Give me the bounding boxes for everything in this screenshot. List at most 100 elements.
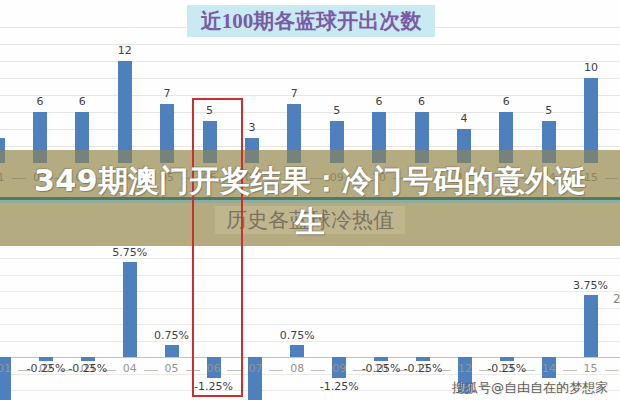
axis-label: 04	[110, 171, 140, 185]
bar-stub	[118, 150, 132, 163]
gridline	[0, 291, 620, 292]
axis-tick-dash	[12, 178, 26, 179]
value-label: 6	[359, 95, 399, 109]
axis-tick-dash	[605, 370, 619, 371]
bar	[584, 78, 598, 150]
gridline	[0, 275, 620, 276]
watermark-sohu: 搜狐号@自由自在的梦想家	[452, 381, 608, 395]
bar	[330, 121, 344, 151]
bar	[160, 104, 174, 151]
value-label: 5	[317, 104, 357, 118]
gridline	[0, 44, 620, 45]
value-label: 12	[105, 44, 145, 58]
bar-stub	[542, 150, 556, 163]
bar-stub	[499, 150, 513, 163]
value-label: -0.25%	[58, 362, 118, 376]
axis-tick-dash	[309, 178, 323, 179]
axis-tick-dash	[478, 178, 492, 179]
axis-tick-dash	[563, 178, 577, 179]
bar	[165, 345, 179, 357]
axis-label: 05	[152, 171, 182, 185]
value-label: 5.75%	[100, 246, 160, 260]
bar	[75, 112, 89, 150]
bar-stub	[330, 150, 344, 163]
value-label: 6	[62, 95, 102, 109]
bar	[457, 129, 471, 150]
bar-stub	[160, 150, 174, 163]
bar-stub	[287, 150, 301, 163]
axis-label: 11	[407, 171, 437, 185]
axis-label: 07	[240, 362, 270, 376]
axis-label: 04	[115, 362, 145, 376]
chart2-title-box: 历史各蓝球冷热值	[215, 206, 405, 234]
axis-label: 13	[491, 171, 521, 185]
value-label: 6	[402, 95, 442, 109]
gridline	[0, 129, 620, 130]
gridline	[0, 146, 620, 147]
bar	[542, 121, 556, 151]
value-label: 7	[274, 87, 314, 101]
axis-label: 15	[576, 171, 606, 185]
axis-label: 08	[282, 362, 312, 376]
value-label: 4	[444, 112, 484, 126]
chart1-title-banner: 近100期各蓝球开出次数	[187, 5, 435, 37]
bar-stub	[584, 150, 598, 163]
axis-label: 14	[534, 171, 564, 185]
bar	[123, 262, 137, 357]
right-axis-label-fragment: 2	[613, 292, 620, 306]
value-label: 7	[147, 87, 187, 101]
bar	[81, 357, 95, 361]
value-label: 0.75%	[267, 329, 327, 343]
bar	[584, 295, 598, 357]
gridline	[0, 61, 620, 62]
gridline	[0, 258, 620, 259]
value-label: 6	[20, 95, 60, 109]
axis-tick-dash	[436, 178, 450, 179]
bar	[500, 357, 514, 361]
bar	[415, 112, 429, 150]
gridline	[0, 78, 620, 79]
chart1-axis-band: 010203040506070809101112131415	[0, 150, 620, 197]
bar-stub	[33, 150, 47, 163]
axis-label: 15	[576, 362, 606, 376]
bar	[372, 112, 386, 150]
gridline	[0, 324, 620, 325]
axis-tick-dash	[54, 178, 68, 179]
screenshot-root: 6612753756646510 近100期各蓝球开出次数 0102030405…	[0, 0, 620, 400]
bar-stub	[457, 150, 471, 163]
axis-label: 12	[449, 171, 479, 185]
axis-tick-dash	[144, 370, 158, 371]
axis-tick-dash	[605, 178, 619, 179]
value-label: -1.25%	[309, 380, 369, 394]
bar	[416, 357, 430, 361]
bar-stub	[0, 150, 5, 163]
axis-tick-dash	[521, 178, 535, 179]
value-label: 6	[486, 95, 526, 109]
axis-label: 12	[450, 362, 480, 376]
bar-stub	[245, 150, 259, 163]
axis-label: 03	[67, 171, 97, 185]
axis-label: 02	[25, 171, 55, 185]
bar-stub	[372, 150, 386, 163]
axis-label: 14	[534, 362, 564, 376]
axis-label: 10	[364, 171, 394, 185]
value-label: 5	[529, 104, 569, 118]
axis-label: 09	[324, 362, 354, 376]
axis-tick-dash	[269, 370, 283, 371]
axis-label: 09	[322, 171, 352, 185]
axis-tick-dash	[351, 178, 365, 179]
bar	[290, 345, 304, 357]
bar	[287, 104, 301, 151]
chart2-title: 历史各蓝球冷热值	[226, 208, 394, 232]
value-label: 3.75%	[561, 279, 620, 293]
axis-tick-dash	[563, 370, 577, 371]
bar-stub	[415, 150, 429, 163]
gridline	[0, 112, 620, 113]
bar	[0, 138, 5, 151]
bar	[118, 61, 132, 150]
value-label: -0.25%	[477, 362, 537, 376]
axis-label: 01	[0, 171, 13, 185]
bar	[374, 357, 388, 361]
bar-stub	[75, 150, 89, 163]
bar	[499, 112, 513, 150]
